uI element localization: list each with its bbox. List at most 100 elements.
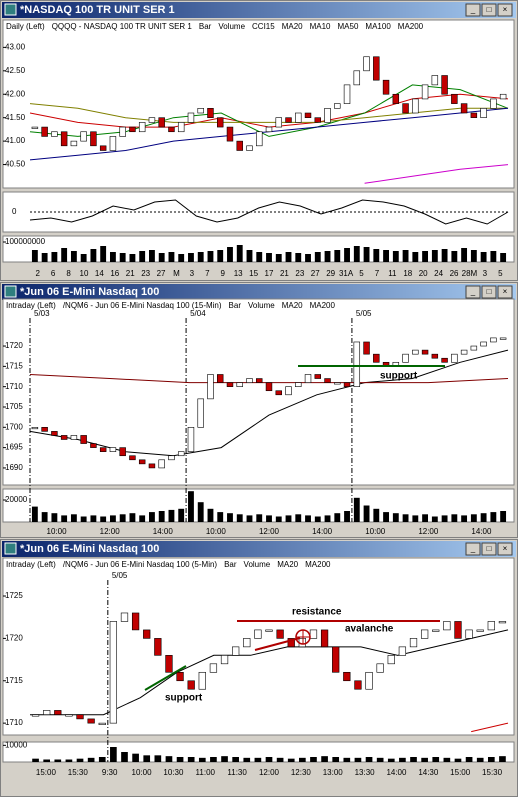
volume-bar (217, 250, 224, 262)
button-glyph[interactable]: × (503, 287, 508, 296)
close-button[interactable] (497, 3, 513, 17)
minimize-button[interactable] (465, 3, 481, 17)
x-tick-label: 29 (326, 269, 335, 278)
date-marker: 5/05 (112, 571, 128, 580)
volume-bar (363, 247, 370, 262)
x-tick-label: 11:00 (196, 768, 216, 777)
candle (243, 638, 251, 648)
candle (198, 671, 206, 690)
x-tick-label: 27 (311, 269, 320, 278)
volume-bar (65, 759, 73, 762)
candle (287, 638, 295, 648)
volume-bar (487, 757, 495, 762)
x-tick-label: 14:00 (386, 768, 407, 777)
candle (187, 112, 195, 123)
candle (41, 126, 48, 137)
candle (70, 435, 78, 440)
candle (353, 70, 361, 86)
volume-bar (314, 252, 321, 262)
button-glyph[interactable]: □ (487, 544, 492, 553)
candle (76, 714, 84, 720)
candle (275, 390, 282, 396)
candle (209, 663, 218, 673)
volume-bar (232, 757, 239, 762)
button-glyph[interactable]: _ (470, 544, 476, 553)
volume-bar (54, 759, 62, 762)
candle (120, 612, 129, 622)
volume-bar (431, 250, 438, 262)
candle (402, 353, 409, 363)
candle (320, 629, 329, 648)
candle (187, 427, 195, 452)
y-tick-label: 20000 (5, 495, 28, 504)
candle (295, 382, 302, 387)
button-glyph[interactable]: □ (487, 5, 492, 14)
volume-bar (402, 250, 409, 262)
maximize-button[interactable] (481, 3, 497, 17)
volume-bar (109, 515, 116, 522)
volume-bar (168, 252, 175, 262)
volume-bar (221, 756, 228, 762)
candle (490, 337, 497, 343)
volume-bar (324, 515, 331, 522)
close-button[interactable] (497, 285, 513, 299)
volume-bar (490, 251, 497, 262)
y-tick-label: 0 (12, 207, 17, 216)
volume-bar (373, 508, 380, 522)
minimize-button[interactable] (465, 285, 481, 299)
volume-bar (80, 254, 87, 262)
x-tick-label: 27 (157, 269, 166, 278)
x-tick-label: 18 (403, 269, 412, 278)
minimize-button[interactable] (465, 542, 481, 556)
candle (490, 98, 497, 109)
candle (343, 84, 351, 104)
x-tick-label: 13 (234, 269, 243, 278)
button-glyph[interactable]: × (503, 544, 508, 553)
legend-item: Bar (224, 560, 237, 569)
volume-bar (376, 757, 384, 762)
volume-bar (188, 491, 194, 522)
candle (65, 714, 73, 717)
button-glyph[interactable]: × (503, 5, 508, 14)
close-button[interactable] (497, 542, 513, 556)
candle (256, 131, 263, 147)
candle (236, 382, 243, 387)
x-tick-label: M (173, 269, 180, 278)
candle (476, 629, 484, 632)
volume-bar (236, 514, 243, 522)
volume-bar (98, 757, 106, 762)
candle (109, 621, 118, 724)
x-tick-label: 24 (434, 269, 443, 278)
candle (138, 459, 146, 465)
candle (382, 79, 390, 95)
volume-bar (454, 758, 462, 762)
volume-bar (299, 757, 306, 762)
maximize-button[interactable] (481, 285, 497, 299)
candle (460, 349, 468, 355)
candle (451, 353, 458, 363)
annotation: support (380, 371, 418, 382)
candle (314, 117, 322, 123)
candle (443, 621, 451, 631)
volume-bar (217, 512, 224, 522)
x-tick-label: 13:30 (355, 768, 376, 777)
candle (402, 103, 409, 114)
annotation-line (254, 637, 301, 651)
candle (363, 341, 370, 355)
volume-bar (500, 253, 507, 262)
volume-bar (410, 757, 417, 762)
x-tick-label: 23 (295, 269, 304, 278)
window-icon (4, 3, 17, 16)
candle (80, 131, 87, 142)
maximize-button[interactable] (481, 542, 497, 556)
candle (143, 629, 151, 639)
button-glyph[interactable]: □ (487, 287, 492, 296)
candle (187, 680, 195, 690)
candle (138, 122, 146, 133)
button-glyph[interactable]: _ (470, 287, 476, 296)
moving-average (471, 722, 509, 733)
candle (441, 357, 448, 363)
volume-bar (421, 757, 428, 762)
button-glyph[interactable]: _ (470, 5, 476, 14)
